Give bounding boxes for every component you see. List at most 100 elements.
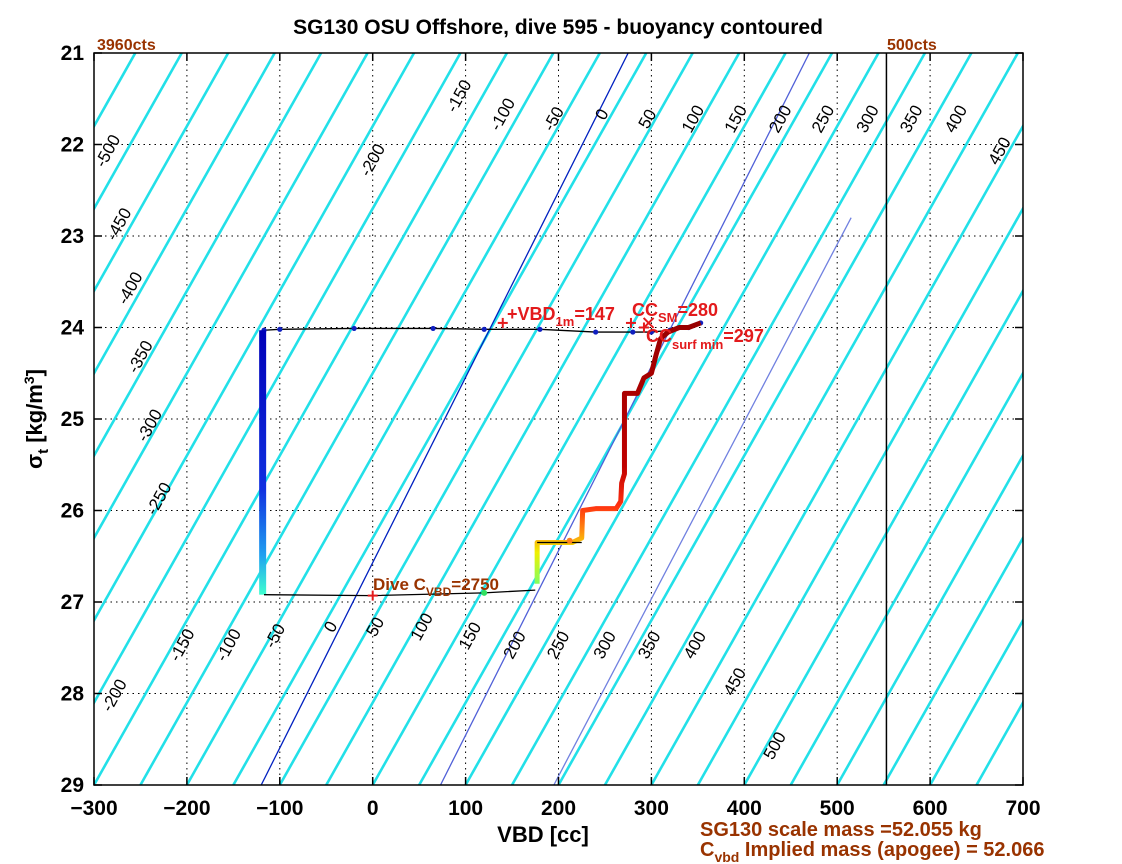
contour-line	[94, 53, 230, 294]
surface-track-point	[481, 326, 487, 332]
footer-notes: SG130 scale mass =52.055 kg Cvbd Implied…	[700, 819, 1044, 864]
contour-line	[1069, 53, 1122, 785]
surface-track-point	[648, 329, 655, 335]
implied-mass-post: Implied mass (apogee) = 52.066	[739, 839, 1044, 861]
surface-track-point	[593, 329, 599, 335]
contour-line	[789, 370, 1023, 785]
dive-cvbd-pre: Dive C	[373, 575, 426, 594]
cc-sm-post: =280	[678, 300, 719, 320]
vbd-1m-pre: +VBD	[507, 304, 556, 324]
y-tick-label-28: 28	[61, 683, 85, 706]
x-tick-label-200: −200	[163, 797, 210, 820]
y-tick-label-24: 24	[61, 317, 85, 340]
contour-line	[557, 53, 973, 785]
bottom-track-point	[481, 589, 488, 596]
x-tick-label-100: −100	[256, 797, 303, 820]
y-axis-label: σt [kg/m3]	[21, 369, 52, 469]
contour-lines	[94, 53, 1122, 785]
contour-line	[325, 53, 741, 785]
x-tick-label-0: 0	[367, 797, 379, 820]
descent-profile	[259, 330, 267, 595]
contour-line	[603, 53, 1019, 785]
cc-sm-sub: SM	[658, 310, 678, 325]
x-tick-label-300: 300	[634, 797, 669, 820]
annotation-labels: +VBD1m=147 CCSM=280 CCsurf min=297 Dive …	[373, 300, 764, 599]
cc-sm-pre: CC	[632, 300, 658, 320]
x-tick-labels: −300 −200 −100 0 100 200 300 400 500 600 700	[70, 797, 1040, 820]
y-tick-label-21: 21	[61, 42, 85, 65]
surface-track-point	[277, 326, 283, 332]
annotation-markers	[367, 317, 655, 601]
contour-line	[94, 53, 509, 785]
x-tick-label-700: 700	[1005, 797, 1040, 820]
surface-track-point	[630, 329, 636, 335]
contour-line	[464, 53, 880, 785]
dive-cvbd-post: =2750	[451, 575, 499, 594]
chart-title: SG130 OSU Offshore, dive 595 - buoyancy …	[293, 16, 823, 39]
contour-line	[1021, 782, 1023, 785]
contour-line	[94, 53, 276, 376]
scale-mass-note: SG130 scale mass =52.055 kg	[700, 819, 982, 841]
contour-line	[139, 53, 555, 785]
cc-surf-min-annotation: CCsurf min=297	[646, 326, 764, 352]
surface-track-point	[537, 326, 543, 332]
y-tick-labels: 21 22 23 24 25 26 27 28 29	[61, 42, 85, 797]
implied-mass-note: Cvbd Implied mass (apogee) = 52.066	[700, 839, 1044, 864]
plot-frame: -500-450-400-350-300-250-200-150 -100 -50 0…	[93, 52, 1122, 786]
contour-line	[278, 53, 694, 785]
x-tick-label-100: 100	[448, 797, 483, 820]
grid-lines	[94, 53, 1023, 785]
ascent-profile	[534, 320, 702, 584]
contour-line	[1116, 53, 1122, 785]
bottom-track-line	[264, 589, 536, 597]
contour-line	[743, 288, 1023, 785]
contour-line	[94, 53, 323, 459]
y-tick-label-26: 26	[61, 500, 84, 523]
contour-line	[94, 53, 183, 212]
y-tick-label-29: 29	[61, 774, 84, 797]
cc-surf-min-post: =297	[723, 326, 764, 346]
contour-labels: -500-450-400-350-300-250-200-150 -100 -50 0…	[94, 77, 1015, 763]
contour-line	[371, 53, 787, 785]
contour-line	[94, 53, 369, 541]
right-counts-label: 500cts	[887, 37, 937, 54]
dive-cvbd-sub: VBD	[426, 585, 452, 599]
surface-track-point	[351, 325, 357, 332]
dive-cvbd-annotation: Dive CVBD=2750	[373, 575, 499, 599]
contour-line	[696, 205, 1023, 785]
contour-line	[650, 123, 1023, 785]
contour-line	[94, 53, 416, 623]
contour-line	[510, 53, 927, 785]
y-tick-label-23: 23	[61, 225, 84, 248]
x-tick-label-200: 200	[541, 797, 576, 820]
x-tick-label-500: 500	[820, 797, 855, 820]
y-tick-label-27: 27	[61, 591, 84, 614]
blue-reference-line-3	[553, 217, 852, 785]
vbd-1m-sub: 1m	[556, 314, 575, 329]
x-marker-b	[642, 317, 655, 329]
contour-line	[928, 617, 1023, 785]
cc-surf-min-pre: CC	[646, 326, 672, 346]
contour-line	[836, 452, 1023, 785]
y-tick-label-22: 22	[61, 134, 84, 157]
vbd-1m-annotation: +VBD1m=147	[507, 304, 615, 329]
x-axis-label: VBD [cc]	[497, 822, 589, 847]
dive-trajectory	[259, 320, 704, 597]
x-tick-label-300: −300	[70, 797, 117, 820]
cc-sm-annotation: CCSM=280	[632, 300, 718, 325]
implied-mass-sub: vbd	[714, 849, 739, 864]
cc-surf-min-sub: surf min	[672, 337, 723, 352]
left-counts-label: 3960cts	[97, 37, 156, 54]
contour-line	[185, 53, 601, 785]
ascent-step-point	[566, 537, 573, 544]
implied-mass-pre: C	[700, 839, 714, 861]
contour-line	[232, 53, 648, 785]
surface-track-point	[430, 325, 436, 332]
x-tick-label-600: 600	[913, 797, 948, 820]
vbd-1m-post: =147	[574, 304, 615, 324]
blue-reference-line-1	[260, 53, 629, 785]
y-tick-label-25: 25	[61, 408, 85, 431]
axis-ticks	[93, 52, 1024, 786]
contour-line	[94, 53, 462, 706]
